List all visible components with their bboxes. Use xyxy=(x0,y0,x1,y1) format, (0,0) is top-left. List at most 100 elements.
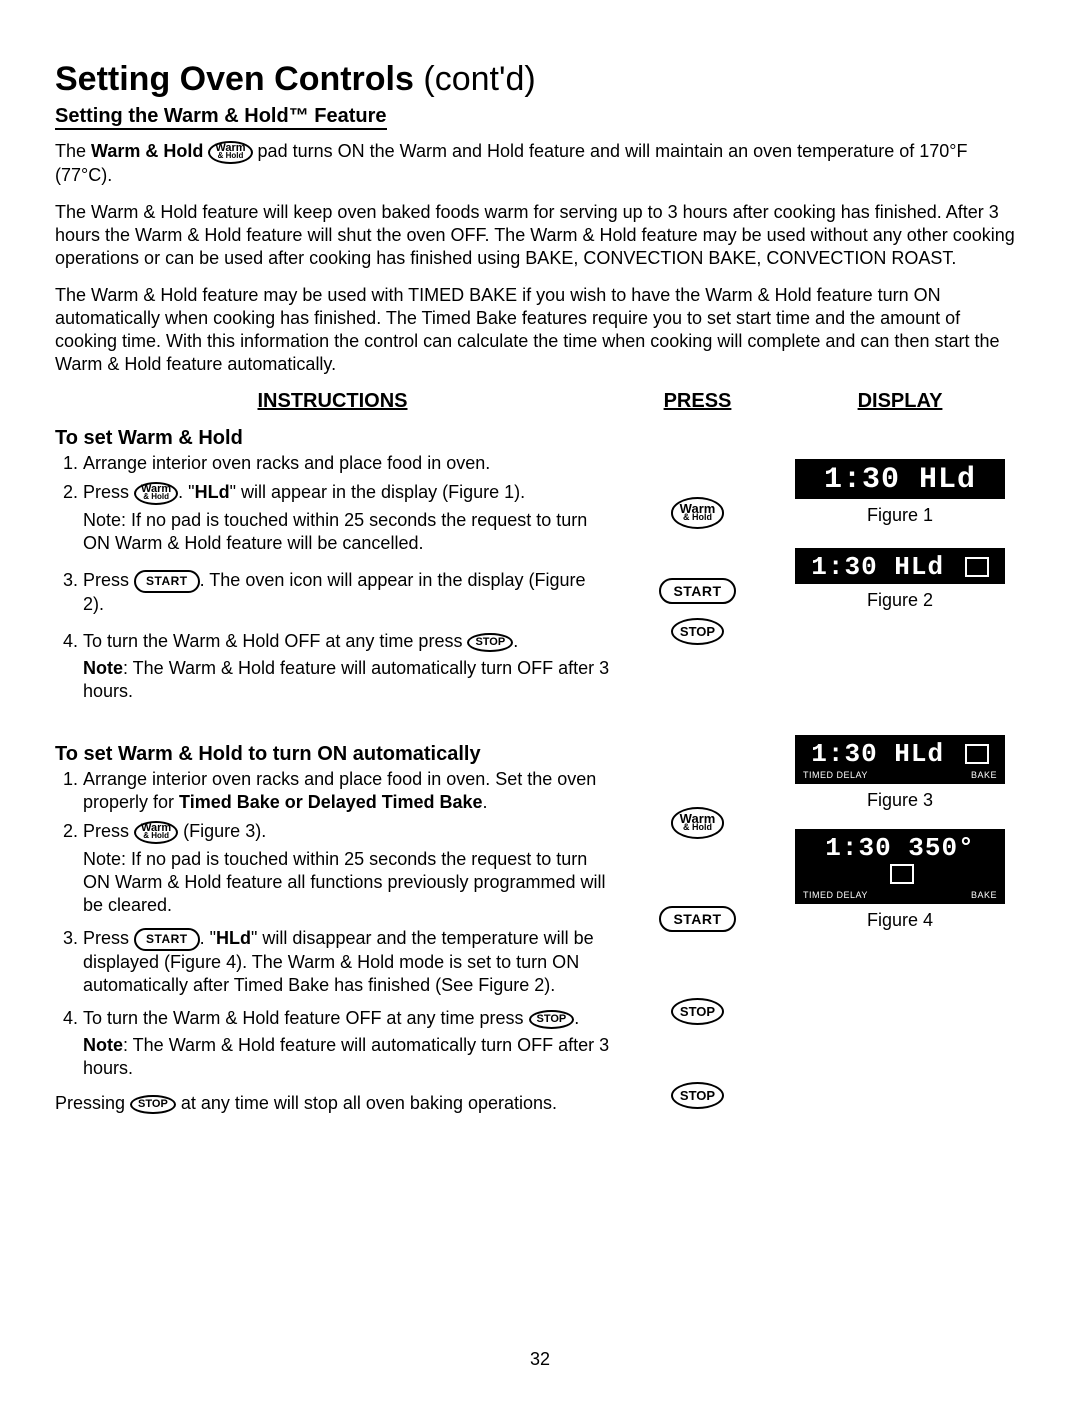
instructions-column: INSTRUCTIONS To set Warm & Hold Arrange … xyxy=(55,390,610,1129)
closing-line: Pressing STOP at any time will stop all … xyxy=(55,1092,610,1115)
intro-p1-pre: The xyxy=(55,141,91,161)
s-b2-b: (Figure 3). xyxy=(178,821,266,841)
display-sub-row: TIMED DELAY BAKE xyxy=(803,890,997,900)
section-b-steps: Arrange interior oven racks and place fo… xyxy=(55,768,610,1080)
s-b1-b: . xyxy=(483,792,488,812)
intro-p1-bold: Warm & Hold xyxy=(91,141,203,161)
s-a4-note-text: : The Warm & Hold feature will automatic… xyxy=(83,658,609,701)
section-a-step4: To turn the Warm & Hold OFF at any time … xyxy=(83,630,610,703)
press-heading: PRESS xyxy=(610,390,785,413)
press-column: PRESS Warm& Hold START STOP Warm& Hold S… xyxy=(610,390,785,1129)
oven-icon xyxy=(965,557,989,577)
press-stop-3: STOP xyxy=(610,1075,785,1115)
s-a4-b: . xyxy=(513,631,518,651)
pad-bot: & Hold xyxy=(141,833,171,840)
section-a-heading: To set Warm & Hold xyxy=(55,427,610,450)
section-b-step1: Arrange interior oven racks and place fo… xyxy=(83,768,610,814)
s-a2-note: Note: If no pad is touched within 25 sec… xyxy=(83,509,610,555)
section-a-steps: Arrange interior oven racks and place fo… xyxy=(55,452,610,703)
s-b1-bold: Timed Bake or Delayed Timed Bake xyxy=(179,792,482,812)
section-b-heading: To set Warm & Hold to turn ON automatica… xyxy=(55,743,610,766)
display-text-inner: 1:30 HLd xyxy=(811,739,944,769)
title-main: Setting Oven Controls xyxy=(55,60,414,98)
spacer xyxy=(610,539,785,573)
sub-right: BAKE xyxy=(971,770,997,780)
display-text: 1:30 HLd xyxy=(803,741,997,767)
s-b3-bold: HLd xyxy=(216,928,251,948)
instructions-heading: INSTRUCTIONS xyxy=(55,390,610,413)
closing-a: Pressing xyxy=(55,1093,130,1113)
warm-hold-pad-icon: Warm& Hold xyxy=(671,497,725,529)
s-a4-a: To turn the Warm & Hold OFF at any time … xyxy=(83,631,467,651)
press-warm-hold-2: Warm& Hold xyxy=(610,797,785,849)
s-b4-a: To turn the Warm & Hold feature OFF at a… xyxy=(83,1008,529,1028)
press-start: START xyxy=(610,573,785,609)
intro-paragraph-2: The Warm & Hold feature will keep oven b… xyxy=(55,201,1025,270)
s-b2-note: Note: If no pad is touched within 25 sec… xyxy=(83,848,610,917)
oven-icon xyxy=(890,864,914,884)
spacer xyxy=(610,1031,785,1075)
display-text-inner: 1:30 350° xyxy=(825,833,974,863)
display-text: 1:30 HLd xyxy=(803,465,997,495)
section-a-step1: Arrange interior oven racks and place fo… xyxy=(83,452,610,475)
pad-bot: & Hold xyxy=(215,153,245,160)
s-a2-c: " will appear in the display (Figure 1). xyxy=(230,482,526,502)
stop-pad-icon: STOP xyxy=(671,1082,724,1109)
s-b3-b: . " xyxy=(200,928,216,948)
section-a-step2: Press Warm& Hold. "HLd" will appear in t… xyxy=(83,481,610,555)
spacer xyxy=(610,939,785,991)
display-text: 1:30 350° xyxy=(803,835,997,887)
display-text: 1:30 HLd xyxy=(803,554,997,580)
oven-icon xyxy=(965,744,989,764)
start-pad-icon: START xyxy=(659,578,735,604)
figure-1-caption: Figure 1 xyxy=(785,505,1015,526)
pad-bot: & Hold xyxy=(680,514,716,522)
press-warm-hold: Warm& Hold xyxy=(610,487,785,539)
figure-3-caption: Figure 3 xyxy=(785,790,1015,811)
closing-b: at any time will stop all oven baking op… xyxy=(176,1093,557,1113)
warm-hold-pad-icon: Warm& Hold xyxy=(208,141,252,164)
display-figure-2: 1:30 HLd xyxy=(795,548,1005,584)
section-b-step3: Press START. "HLd" will disappear and th… xyxy=(83,927,610,997)
display-text-inner: 1:30 HLd xyxy=(811,552,944,582)
sub-left: TIMED DELAY xyxy=(803,890,868,900)
spacer xyxy=(785,629,1015,735)
section-b-step4: To turn the Warm & Hold feature OFF at a… xyxy=(83,1007,610,1080)
s-a3-a: Press xyxy=(83,570,134,590)
page: Setting Oven Controls (cont'd) Setting t… xyxy=(0,0,1080,1410)
pad-bot: & Hold xyxy=(680,824,716,832)
display-column: DISPLAY 1:30 HLd Figure 1 1:30 HLd Figur… xyxy=(785,390,1015,1129)
stop-pad-icon: STOP xyxy=(671,618,724,645)
title-contd: (cont'd) xyxy=(414,60,536,98)
stop-pad-icon: STOP xyxy=(467,633,513,652)
s-a2-bold: HLd xyxy=(195,482,230,502)
s-b3-a: Press xyxy=(83,928,134,948)
columns-wrapper: INSTRUCTIONS To set Warm & Hold Arrange … xyxy=(55,390,1025,1129)
sub-left: TIMED DELAY xyxy=(803,770,868,780)
s-b4-b: . xyxy=(574,1008,579,1028)
section-b-step2: Press Warm& Hold (Figure 3). Note: If no… xyxy=(83,820,610,917)
s-a2-b: . " xyxy=(178,482,194,502)
display-sub-row: TIMED DELAY BAKE xyxy=(803,770,997,780)
page-title: Setting Oven Controls (cont'd) xyxy=(55,60,1025,99)
warm-hold-pad-icon: Warm& Hold xyxy=(671,807,725,839)
s-b4-note: Note: The Warm & Hold feature will autom… xyxy=(83,1034,610,1080)
warm-hold-pad-icon: Warm& Hold xyxy=(134,821,178,844)
spacer xyxy=(610,849,785,899)
display-figure-1: 1:30 HLd xyxy=(795,459,1005,499)
stop-pad-icon: STOP xyxy=(671,998,724,1025)
stop-pad-icon: STOP xyxy=(529,1010,575,1029)
s-a2-a: Press xyxy=(83,482,134,502)
start-pad-icon: START xyxy=(659,906,735,932)
spacer xyxy=(610,423,785,487)
display-heading: DISPLAY xyxy=(785,390,1015,413)
intro-paragraph-1: The Warm & Hold Warm& Hold pad turns ON … xyxy=(55,140,1025,187)
stop-pad-icon: STOP xyxy=(130,1095,176,1114)
sub-right: BAKE xyxy=(971,890,997,900)
page-number: 32 xyxy=(55,1349,1025,1370)
warm-hold-pad-icon: Warm& Hold xyxy=(134,482,178,505)
press-stop: STOP xyxy=(610,609,785,653)
figure-4-caption: Figure 4 xyxy=(785,910,1015,931)
s-b4-note-bold: Note xyxy=(83,1035,123,1055)
s-b4-note-text: : The Warm & Hold feature will automatic… xyxy=(83,1035,609,1078)
